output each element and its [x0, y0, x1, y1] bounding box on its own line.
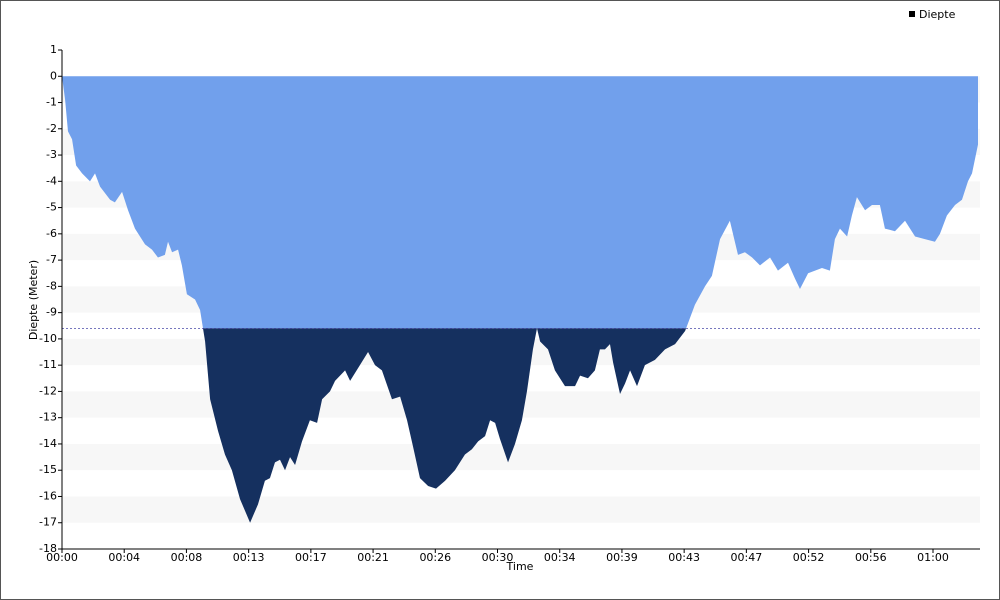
y-tick-label: -10 [39, 332, 57, 345]
grid-band [62, 496, 980, 523]
y-tick-label: 0 [50, 69, 57, 82]
y-axis-label: Diepte (Meter) [27, 260, 40, 340]
x-tick-label: 00:08 [171, 551, 203, 564]
y-tick-label: -11 [39, 358, 57, 371]
legend-label: Diepte [919, 8, 956, 21]
x-tick-label: 00:39 [606, 551, 638, 564]
y-tick-label: -13 [39, 411, 57, 424]
y-tick-label: -9 [46, 306, 57, 319]
area-above [62, 76, 978, 329]
y-tick-label: -6 [46, 227, 57, 240]
y-tick-label: -14 [39, 437, 57, 450]
area-below [203, 328, 687, 523]
y-tick-label: -16 [39, 489, 57, 502]
x-tick-label: 01:00 [917, 551, 949, 564]
y-tick-label: -3 [46, 148, 57, 161]
x-tick-label: 00:13 [233, 551, 265, 564]
x-tick-label: 00:17 [295, 551, 327, 564]
y-tick-label: -2 [46, 122, 57, 135]
x-tick-label: 00:26 [419, 551, 451, 564]
legend-swatch [909, 11, 915, 17]
x-tick-label: 00:21 [357, 551, 389, 564]
y-tick-label: -15 [39, 463, 57, 476]
y-tick-label: 1 [50, 43, 57, 56]
y-tick-label: -7 [46, 253, 57, 266]
x-tick-label: 00:30 [482, 551, 514, 564]
y-tick-label: -1 [46, 96, 57, 109]
x-axis-label: Time [506, 560, 534, 573]
x-tick-label: 00:56 [855, 551, 887, 564]
x-tick-label: 00:34 [544, 551, 576, 564]
x-tick-label: 00:00 [46, 551, 78, 564]
x-tick-label: 00:04 [108, 551, 140, 564]
y-tick-label: -12 [39, 384, 57, 397]
y-tick-label: -8 [46, 279, 57, 292]
x-tick-label: 00:52 [793, 551, 825, 564]
y-tick-label: -17 [39, 516, 57, 529]
y-tick-label: -5 [46, 201, 57, 214]
y-tick-label: -4 [46, 174, 57, 187]
x-tick-label: 00:43 [668, 551, 700, 564]
x-tick-label: 00:47 [731, 551, 763, 564]
grid-band [62, 443, 980, 471]
y-tick-label: -18 [39, 542, 57, 555]
